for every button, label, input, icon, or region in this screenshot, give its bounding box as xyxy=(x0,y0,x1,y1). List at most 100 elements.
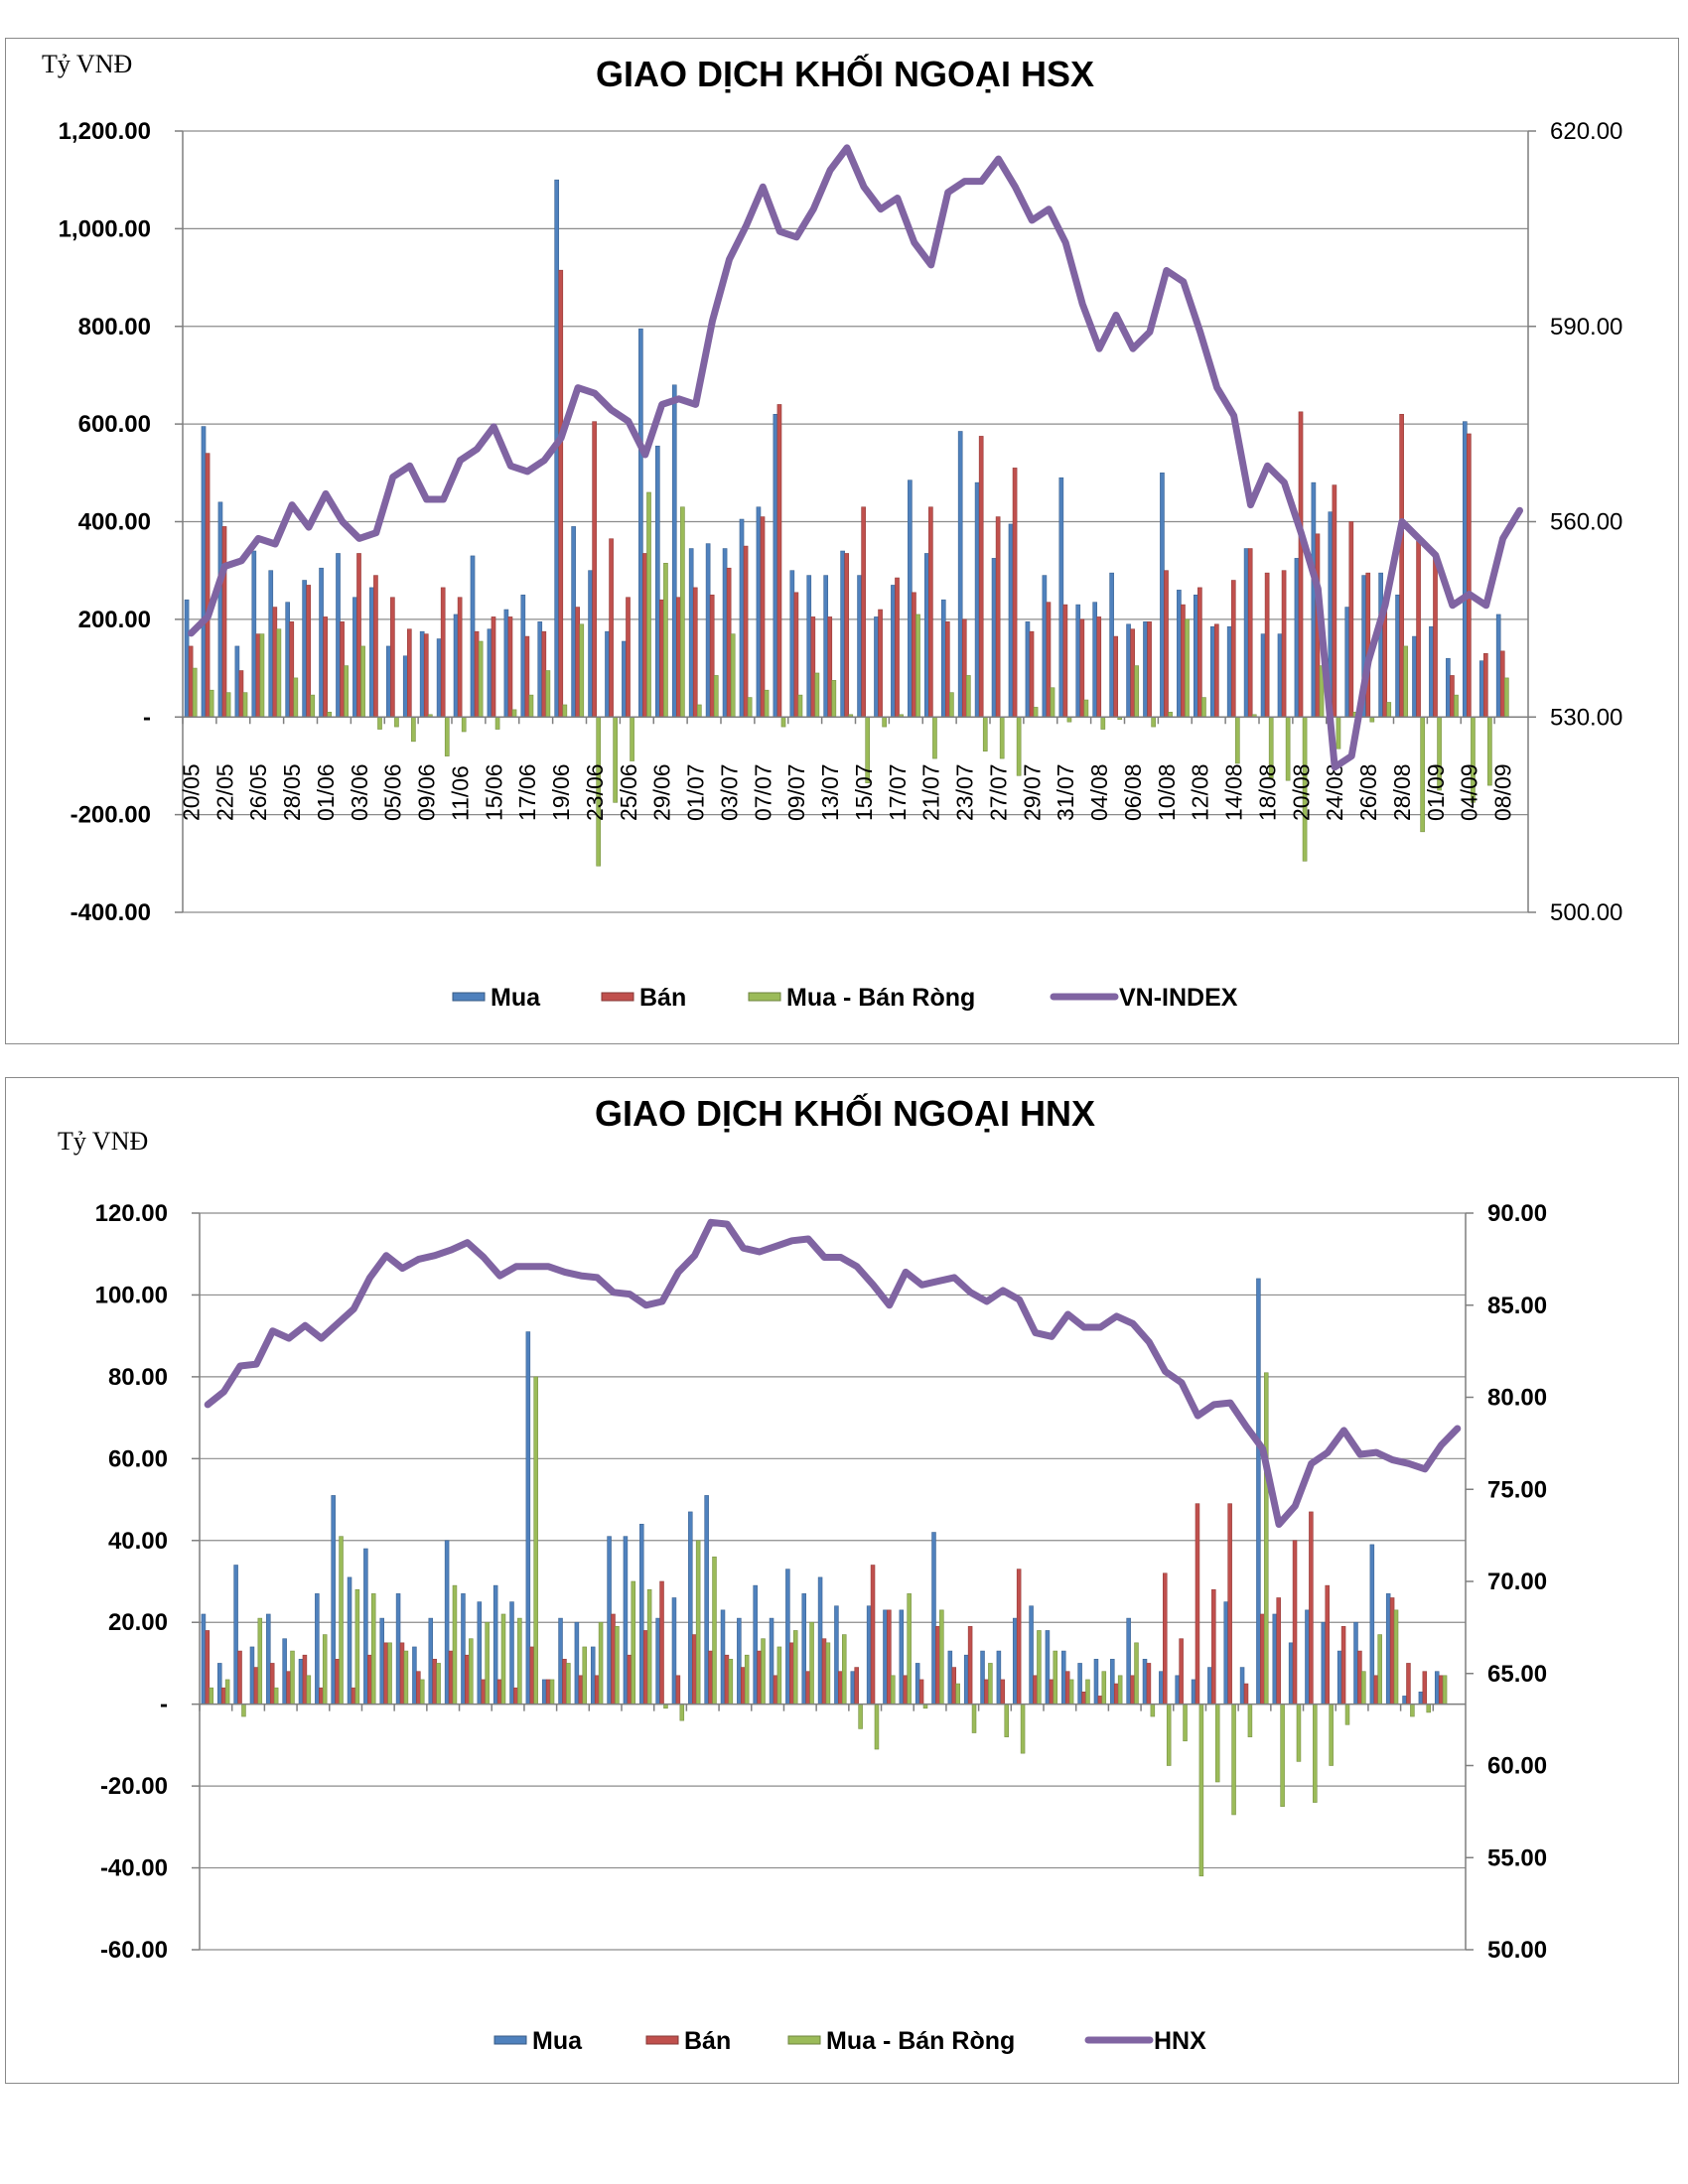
bar-b-n xyxy=(448,1650,454,1705)
bar-mua xyxy=(1223,1601,1228,1705)
bar-b-n xyxy=(513,1687,518,1705)
bar-b-n xyxy=(675,597,681,718)
bar-mua-b-n-r-ng xyxy=(1386,702,1392,718)
bar-mua xyxy=(688,1511,693,1705)
bar-mua-b-n-r-ng xyxy=(517,1617,522,1705)
legend-swatch xyxy=(787,2035,821,2045)
bar-mua xyxy=(509,1601,514,1705)
bar-b-n xyxy=(609,538,614,718)
bar-mua xyxy=(883,1609,888,1705)
bar-mua xyxy=(940,599,946,718)
bar-mua xyxy=(1110,1659,1115,1705)
bar-mua xyxy=(234,645,240,718)
bar-mua xyxy=(201,426,207,718)
bar-mua-b-n-r-ng xyxy=(1280,1704,1285,1808)
bar-b-n xyxy=(626,597,631,718)
bar-b-n xyxy=(594,1675,600,1705)
bar-b-n xyxy=(1348,521,1354,718)
bar-mua-b-n-r-ng xyxy=(797,694,803,718)
y2-tick-label: 60.00 xyxy=(1487,1753,1547,1780)
bar-mua-b-n-r-ng xyxy=(1264,1372,1269,1705)
bar-mua-b-n-r-ng xyxy=(932,716,937,759)
bar-mua-b-n-r-ng xyxy=(1442,1675,1448,1705)
bar-b-n xyxy=(741,1667,746,1705)
x-tick-label: 11/06 xyxy=(447,765,473,821)
bar-b-n xyxy=(558,269,564,718)
bar-mua xyxy=(638,328,643,718)
bar-mua-b-n-r-ng xyxy=(1426,1704,1431,1713)
bar-mua xyxy=(739,518,745,718)
bar-mua-b-n-r-ng xyxy=(646,1588,652,1705)
bar-b-n xyxy=(1046,602,1052,718)
bar-mua xyxy=(1272,1613,1278,1705)
legend-swatch xyxy=(645,2035,679,2045)
bar-mua-b-n-r-ng xyxy=(915,614,920,718)
y-tick-label: -200.00 xyxy=(70,802,151,829)
bar-mua xyxy=(574,1621,580,1705)
bar-b-n xyxy=(1247,548,1253,718)
bar-mua-b-n-r-ng xyxy=(1329,1704,1334,1766)
bar-b-n xyxy=(575,607,581,718)
y-tick-label: 100.00 xyxy=(95,1282,168,1308)
bar-mua-b-n-r-ng xyxy=(354,1588,360,1705)
bar-mua xyxy=(336,553,341,718)
y-tick-label: 20.00 xyxy=(108,1609,168,1636)
y-axis-unit: Tỷ VNĐ xyxy=(42,50,132,78)
x-tick-label: 01/06 xyxy=(313,763,339,821)
bar-b-n xyxy=(1147,621,1152,718)
y-tick-label: 400.00 xyxy=(78,509,151,536)
y2-tick-label: 85.00 xyxy=(1487,1293,1547,1319)
bar-mua xyxy=(1177,590,1182,718)
bar-b-n xyxy=(1482,653,1488,718)
bar-b-n xyxy=(903,1675,908,1705)
bar-b-n xyxy=(854,1667,859,1705)
y-tick-label: -40.00 xyxy=(100,1855,168,1882)
bar-mua-b-n-r-ng xyxy=(965,675,971,718)
bar-mua xyxy=(1462,421,1468,718)
bar-b-n xyxy=(238,670,244,718)
bar-b-n xyxy=(870,1565,876,1705)
y2-tick-label: 65.00 xyxy=(1487,1661,1547,1688)
bar-mua-b-n-r-ng xyxy=(259,633,265,718)
bar-b-n xyxy=(1281,570,1287,718)
bar-mua xyxy=(1495,614,1501,718)
bar-mua-b-n-r-ng xyxy=(461,716,467,733)
bar-b-n xyxy=(1260,1613,1265,1705)
x-tick-label: 09/07 xyxy=(783,763,809,821)
bar-b-n xyxy=(255,633,261,718)
bar-mua xyxy=(487,628,492,718)
bar-b-n xyxy=(978,436,984,718)
y-tick-labels: -400.00-200.00-200.00400.00600.00800.001… xyxy=(59,118,151,926)
bar-mua-b-n-r-ng xyxy=(712,1556,717,1705)
bar-mua xyxy=(622,640,627,718)
bar-mua xyxy=(1478,660,1484,718)
bar-mua-b-n-r-ng xyxy=(533,1376,538,1705)
bar-mua xyxy=(1446,657,1451,718)
x-tick-label: 05/06 xyxy=(380,763,406,821)
chart-title: GIAO DỊCH KHỐI NGOẠI HSX xyxy=(596,53,1094,94)
bar-mua-b-n-r-ng xyxy=(225,692,231,718)
bar-b-n xyxy=(611,1613,616,1705)
bar-mua-b-n-r-ng xyxy=(696,704,702,718)
bar-b-n xyxy=(1399,413,1404,718)
bar-b-n xyxy=(416,1671,421,1705)
bar-mua xyxy=(217,1663,222,1705)
bar-mua-b-n-r-ng xyxy=(339,1536,344,1705)
bar-b-n xyxy=(272,607,278,718)
bar-mua-b-n-r-ng xyxy=(630,716,634,761)
bar-mua-b-n-r-ng xyxy=(988,1663,993,1705)
bar-mua xyxy=(1025,621,1031,718)
axes xyxy=(192,1212,1474,1951)
bar-mua xyxy=(737,1617,742,1705)
bar-mua xyxy=(558,1617,563,1705)
bar-mua xyxy=(671,384,677,718)
bar-mua xyxy=(298,1659,304,1705)
bar-mua xyxy=(1045,1630,1051,1705)
bar-b-n xyxy=(1382,607,1388,718)
bar-b-n xyxy=(457,597,463,718)
bar-mua xyxy=(947,1650,953,1705)
bar-b-n xyxy=(708,1650,713,1705)
y-tick-label: - xyxy=(160,1692,168,1718)
y2-tick-labels: 500.00 530.00 560.00 590.00 620.00 xyxy=(1550,118,1622,926)
bar-mua-b-n-r-ng xyxy=(663,563,668,718)
